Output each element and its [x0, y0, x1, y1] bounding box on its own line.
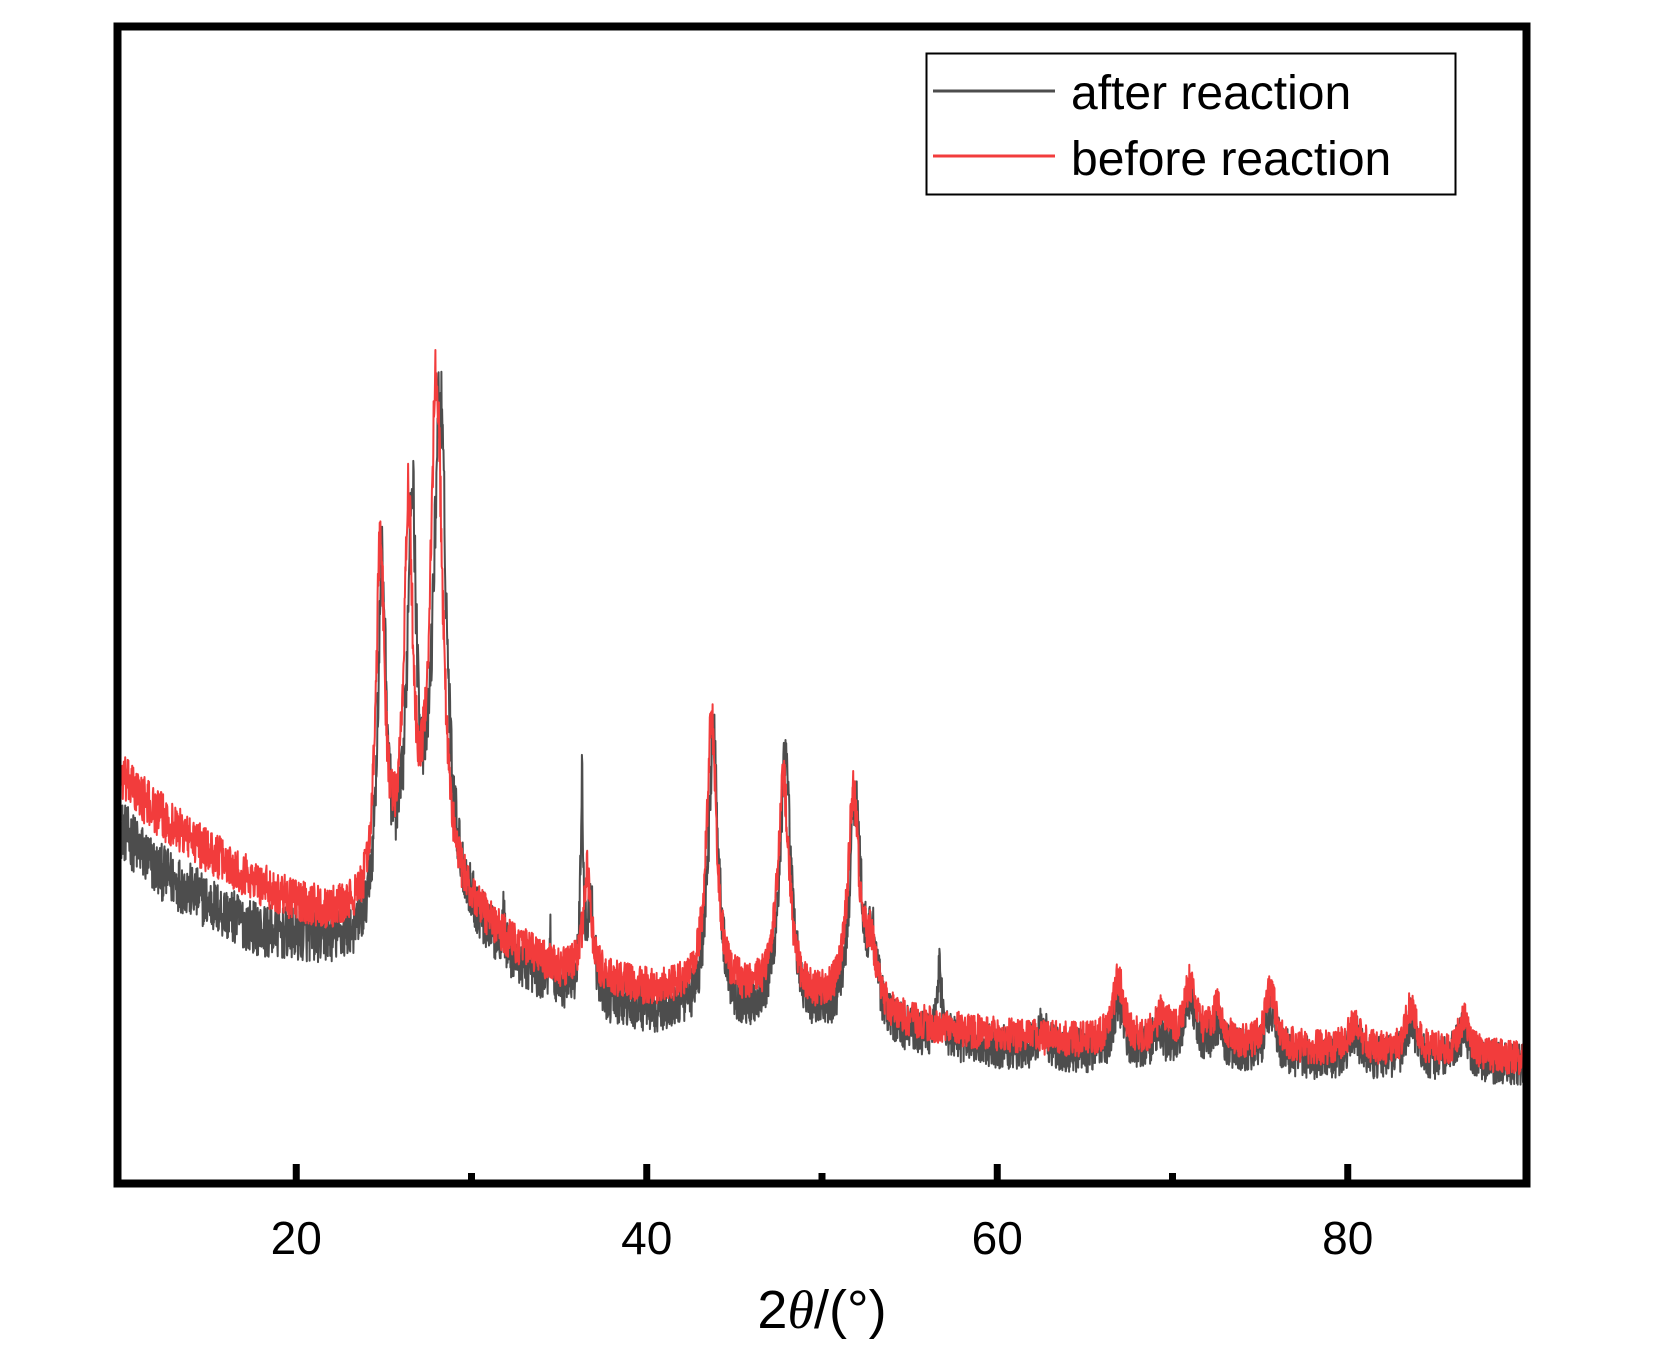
plot-frame — [113, 22, 1531, 1188]
legend-label-before-reaction: before reaction — [1071, 133, 1391, 186]
x-axis-label-theta: θ — [787, 1280, 814, 1340]
x-axis-label: 2θ/(°) — [757, 1280, 886, 1340]
x-tick-label-40: 40 — [621, 1212, 672, 1264]
x-axis-tick-labels: 20 40 60 80 — [271, 1212, 1374, 1264]
x-axis-ticks — [292, 1164, 1352, 1180]
x-tick-label-60: 60 — [972, 1212, 1023, 1264]
x-axis-label-prefix: 2 — [757, 1280, 787, 1340]
legend-box — [925, 52, 1457, 196]
legend-label-after-reaction: after reaction — [1071, 67, 1351, 120]
series-layer — [121, 349, 1523, 1086]
x-tick-label-80: 80 — [1322, 1212, 1373, 1264]
x-tick-label-20: 20 — [271, 1212, 322, 1264]
series-line-before-reaction — [121, 349, 1523, 1076]
legend: after reaction before reaction — [925, 52, 1457, 196]
x-axis-label-suffix: /(°) — [814, 1280, 887, 1340]
